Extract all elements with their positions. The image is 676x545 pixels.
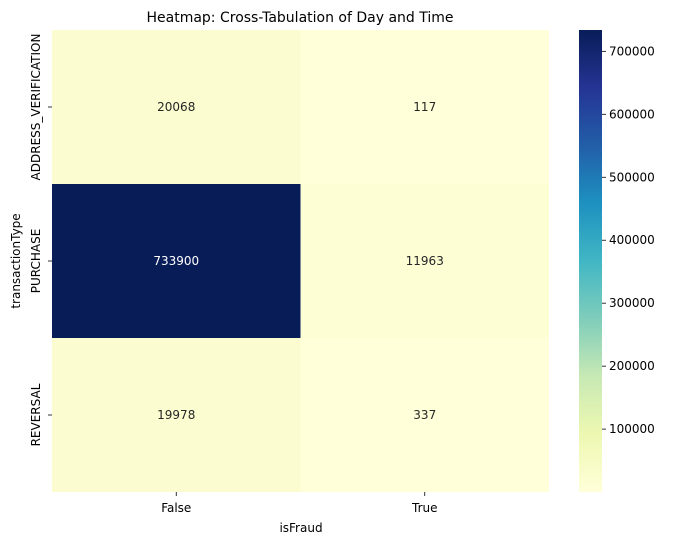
cell-value-label: 337 (413, 408, 436, 422)
chart-title: Heatmap: Cross-Tabulation of Day and Tim… (146, 10, 453, 26)
heatmap-cell (300, 184, 549, 338)
cell-value-label: 20068 (157, 100, 195, 114)
colorbar-tick-label: 100000 (609, 422, 655, 436)
colorbar: 100000 200000 300000 400000 500000 600000 7000… (579, 30, 655, 492)
heatmap-cell (52, 184, 301, 338)
x-axis: False True (161, 492, 438, 515)
x-tick-label: False (161, 501, 191, 515)
cell-value-label: 11963 (406, 254, 444, 268)
cell-value-label: 19978 (157, 408, 195, 422)
y-axis: ADDRESS_VERIFICATION PURCHASE REVERSAL (29, 34, 52, 446)
y-tick-label: ADDRESS_VERIFICATION (29, 34, 43, 181)
y-tick-label: REVERSAL (29, 383, 43, 446)
heatmap-cell (300, 338, 549, 492)
colorbar-tick-label: 400000 (609, 233, 655, 247)
x-axis-label: isFraud (279, 521, 322, 535)
heatmap-cell (300, 30, 549, 184)
cell-value-label: 733900 (153, 254, 199, 268)
heatmap-cells: 20068 117 733900 11963 19978 337 (52, 30, 549, 492)
colorbar-tick-label: 200000 (609, 359, 655, 373)
heatmap-cell (52, 30, 301, 184)
y-tick-label: PURCHASE (29, 229, 43, 294)
colorbar-gradient (579, 30, 602, 492)
colorbar-tick-label: 600000 (609, 107, 655, 121)
heatmap-cell (52, 338, 301, 492)
cell-value-label: 117 (413, 100, 436, 114)
colorbar-tick-label: 500000 (609, 170, 655, 184)
colorbar-tick-label: 300000 (609, 296, 655, 310)
y-axis-label: transactionType (9, 213, 23, 308)
colorbar-tick-label: 700000 (609, 44, 655, 58)
x-tick-label: True (411, 501, 438, 515)
